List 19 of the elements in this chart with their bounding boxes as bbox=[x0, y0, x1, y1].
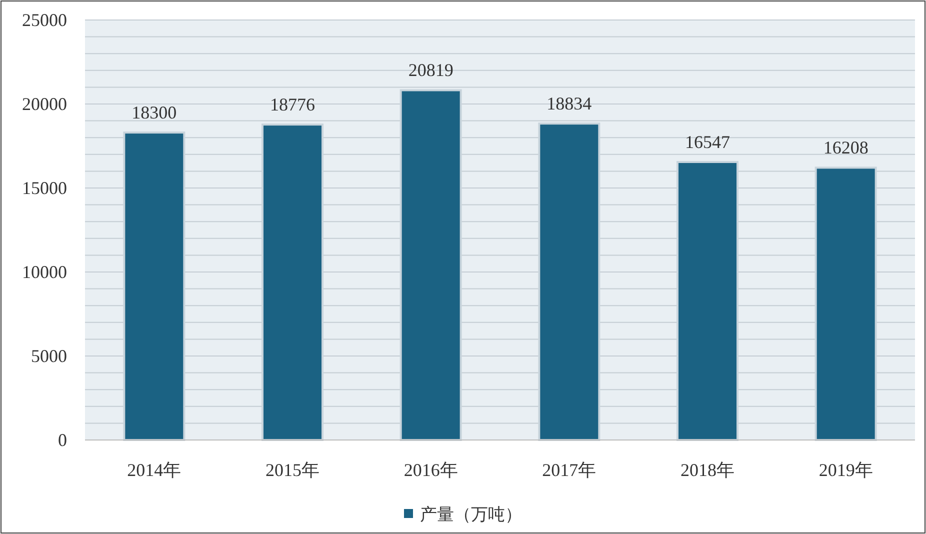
y-tick-label: 0 bbox=[58, 430, 67, 450]
x-tick-label: 2015年 bbox=[266, 460, 320, 480]
data-label: 16208 bbox=[823, 138, 868, 158]
data-label: 16547 bbox=[685, 132, 730, 152]
y-tick-label: 20000 bbox=[22, 94, 67, 114]
data-label: 18300 bbox=[132, 102, 177, 123]
data-label: 20819 bbox=[408, 60, 454, 80]
x-tick-label: 2017年 bbox=[542, 460, 596, 480]
x-tick-label: 2018年 bbox=[680, 460, 734, 480]
x-tick-label: 2016年 bbox=[404, 460, 458, 480]
y-tick-label: 5000 bbox=[31, 346, 67, 366]
y-tick-label: 15000 bbox=[22, 178, 67, 198]
y-tick-label: 10000 bbox=[22, 262, 67, 282]
legend-label: 产量（万吨） bbox=[420, 505, 522, 525]
data-label: 18834 bbox=[546, 94, 592, 114]
x-tick-label: 2019年 bbox=[818, 460, 873, 480]
y-tick-label: 25000 bbox=[22, 10, 67, 30]
x-tick-label: 2014年 bbox=[127, 460, 182, 480]
data-label: 18776 bbox=[270, 94, 315, 115]
